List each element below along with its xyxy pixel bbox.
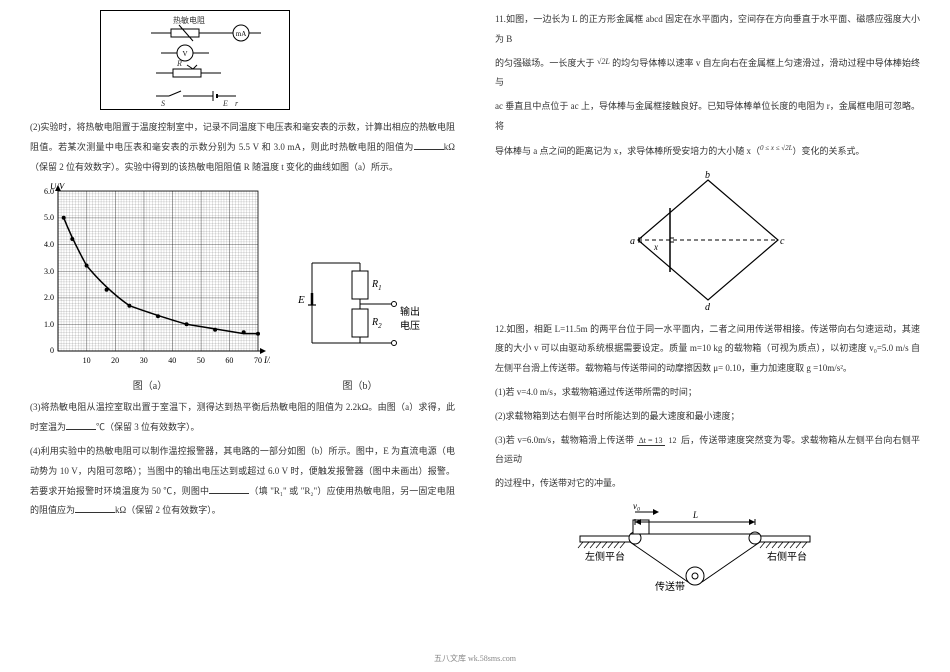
conveyor-v0: v₀ xyxy=(633,501,640,511)
q4-blank-2[interactable] xyxy=(75,503,115,513)
chart-a-svg: {} xyxy=(30,183,270,373)
diamond-a: a xyxy=(630,236,635,247)
svg-text:70: 70 xyxy=(254,356,262,365)
svg-text:5.0: 5.0 xyxy=(44,213,54,222)
svg-text:50: 50 xyxy=(197,356,205,365)
svg-text:3.0: 3.0 xyxy=(44,267,54,276)
figb-r1-label: R1 xyxy=(371,279,382,292)
q12-p1: 12.如图，相距 L=11.5m 的两平台位于同一水平面内，二者之间用传送带相接… xyxy=(495,320,920,379)
conveyor-L: L xyxy=(692,510,698,520)
conveyor-figure: v₀ L 左侧平台 右侧平台 传送带 xyxy=(575,498,815,595)
thermistor-label: 热敏电阻 xyxy=(173,15,205,26)
switch-label: S xyxy=(161,99,165,108)
svg-text:20: 20 xyxy=(111,356,119,365)
q11-root: √2L xyxy=(597,57,610,66)
emf-e-label: E xyxy=(223,99,228,108)
q12-sub1: (1)若 v=4.0 m/s，求载物箱通过传送带所需的时间； xyxy=(495,383,920,403)
figure-row: {} xyxy=(30,183,455,392)
diamond-c: c xyxy=(780,236,785,247)
chart-a-wrap: {} xyxy=(30,183,270,392)
q11-p4: 导体棒与 a 点之间的距离记为 x，求导体棒所受安培力的大小随 x（0 ≤ x … xyxy=(495,141,920,162)
q12-sub3: (3)若 v=6.0m/s，载物箱滑上传送带 Δt = 13 12 后，传送带速… xyxy=(495,431,920,471)
question-2-text: (2)实验时，将热敏电阻置于温度控制室中，记录不同温度下电压表和毫安表的示数，计… xyxy=(30,118,455,177)
svg-text:2.0: 2.0 xyxy=(44,293,54,302)
left-column: mA V 热敏电阻 R S xyxy=(30,10,455,595)
conveyor-belt-label: 传送带 xyxy=(655,580,685,593)
chart-xlabel: I/A xyxy=(263,355,270,365)
question-4-text: (4)利用实验中的热敏电阻可以制作温控报警器，其电路的一部分如图（b）所示。图中… xyxy=(30,442,455,521)
circuit-diagram-box: mA V 热敏电阻 R S xyxy=(100,10,290,110)
figb-emf-label: E xyxy=(297,294,305,306)
internal-r-label: r xyxy=(235,99,238,108)
chart-a-caption: 图（a） xyxy=(30,377,270,392)
figure-b-wrap: E R1 R2 输出 电压 图（b） xyxy=(290,243,430,392)
svg-text:1.0: 1.0 xyxy=(44,320,54,329)
conveyor-left-label: 左侧平台 xyxy=(585,550,625,563)
q12-fraction: Δt = 13 12 xyxy=(637,437,679,445)
q2-prefix: (2)实验时，将热敏电阻置于温度控制室中，记录不同温度下电压表和毫安表的示数，计… xyxy=(30,122,455,152)
volt-meter: V xyxy=(182,50,187,58)
q11-p1: 11.如图，一边长为 L 的正方形金属框 abcd 固定在水平面内，空间存在方向… xyxy=(495,10,920,50)
right-column: 11.如图，一边长为 L 的正方形金属框 abcd 固定在水平面内，空间存在方向… xyxy=(495,10,920,595)
q11-p3: ac 垂直且中点位于 ac 上，导体棒与金属框接触良好。已知导体棒单位长度的电阻… xyxy=(495,97,920,137)
figure-b-svg: E R1 R2 输出 电压 xyxy=(290,243,430,373)
q3-unit: ℃（保留 3 位有效数字）。 xyxy=(96,422,200,432)
svg-text:0: 0 xyxy=(50,346,54,355)
diamond-figure: a b c d x xyxy=(628,170,788,312)
q4-blank-1[interactable] xyxy=(209,484,249,494)
question-3-text: (3)将热敏电阻从温控室取出置于室温下，测得达到热平衡后热敏电阻的阻值为 2.2… xyxy=(30,398,455,438)
svg-text:4.0: 4.0 xyxy=(44,240,54,249)
svg-text:30: 30 xyxy=(140,356,148,365)
page-footer: 五八文库 wk.58sms.com xyxy=(0,653,950,664)
resistor-r-label: R xyxy=(177,59,182,68)
figb-output-label-2: 电压 xyxy=(400,319,420,332)
q11-p2: 的匀强磁场。一长度大于 √2L 的均匀导体棒以速率 v 自左向右在金属框上匀速滑… xyxy=(495,54,920,94)
diamond-d: d xyxy=(705,302,711,310)
q4-unit: kΩ（保留 2 位有效数字）。 xyxy=(115,505,221,515)
diamond-b: b xyxy=(705,170,710,181)
q2-blank[interactable] xyxy=(414,140,444,150)
chart-ylabel: U/V xyxy=(50,183,66,191)
conveyor-right-label: 右侧平台 xyxy=(767,550,807,563)
svg-text:40: 40 xyxy=(168,356,176,365)
figb-r2-label: R2 xyxy=(371,317,382,330)
q12-p2: 的过程中，传送带对它的冲量。 xyxy=(495,474,920,494)
q11-range: 0 ≤ x ≤ √2L xyxy=(760,144,793,152)
milliamp-meter: mA xyxy=(236,30,247,38)
q3-blank[interactable] xyxy=(66,420,96,430)
svg-text:10: 10 xyxy=(83,356,91,365)
figb-output-label-1: 输出 xyxy=(400,305,420,318)
circuit-svg: mA V xyxy=(101,11,291,111)
svg-text:x: x xyxy=(653,242,658,252)
svg-text:60: 60 xyxy=(225,356,233,365)
figure-b-caption: 图（b） xyxy=(290,377,430,392)
q12-sub2: (2)求载物箱到达右侧平台时所能达到的最大速度和最小速度； xyxy=(495,407,920,427)
